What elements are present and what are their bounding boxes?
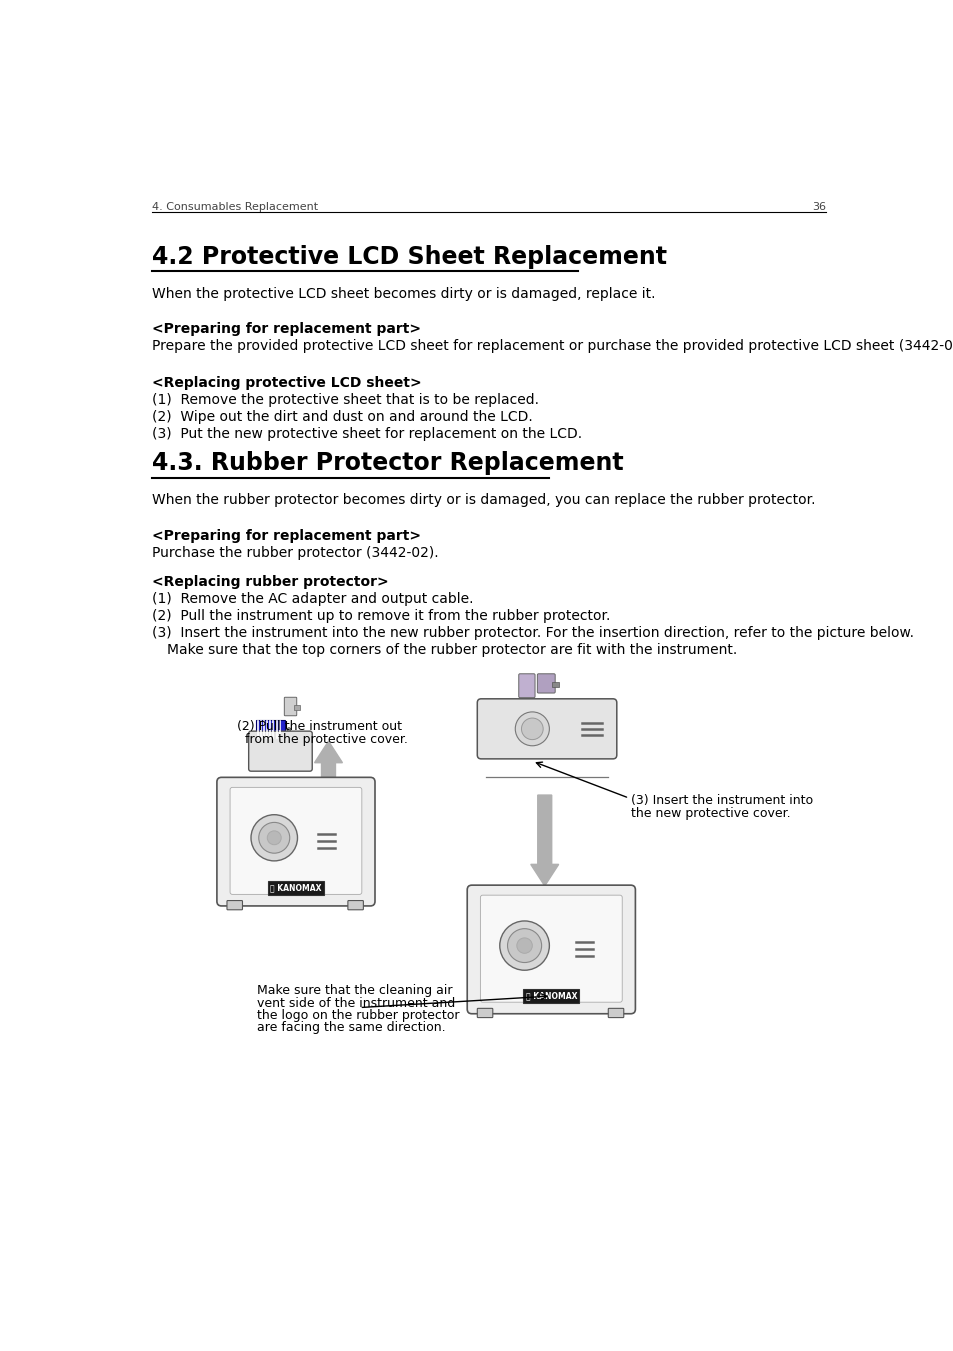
Circle shape	[507, 928, 541, 962]
Text: the logo on the rubber protector: the logo on the rubber protector	[257, 1009, 459, 1023]
FancyBboxPatch shape	[230, 788, 361, 894]
Bar	[255, 720, 285, 739]
FancyBboxPatch shape	[480, 896, 621, 1002]
Text: 4. Consumables Replacement: 4. Consumables Replacement	[152, 203, 317, 212]
Text: (2)  Pull the instrument up to remove it from the rubber protector.: (2) Pull the instrument up to remove it …	[152, 609, 610, 623]
Text: When the rubber protector becomes dirty or is damaged, you can replace the rubbe: When the rubber protector becomes dirty …	[152, 493, 815, 507]
Circle shape	[258, 823, 290, 854]
Text: 4.2 Protective LCD Sheet Replacement: 4.2 Protective LCD Sheet Replacement	[152, 246, 666, 269]
Circle shape	[287, 728, 291, 731]
FancyBboxPatch shape	[476, 698, 617, 759]
Text: are facing the same direction.: are facing the same direction.	[257, 1021, 445, 1035]
FancyBboxPatch shape	[284, 697, 296, 716]
Bar	[268, 881, 323, 896]
Text: When the protective LCD sheet becomes dirty or is damaged, replace it.: When the protective LCD sheet becomes di…	[152, 286, 655, 301]
FancyBboxPatch shape	[608, 1008, 623, 1017]
Text: ⧉ KANOMAX: ⧉ KANOMAX	[270, 884, 321, 893]
FancyBboxPatch shape	[348, 901, 363, 909]
Text: 4.3. Rubber Protector Replacement: 4.3. Rubber Protector Replacement	[152, 451, 622, 474]
FancyBboxPatch shape	[476, 1008, 493, 1017]
Text: <Replacing protective LCD sheet>: <Replacing protective LCD sheet>	[152, 376, 421, 390]
Text: Purchase the rubber protector (3442-02).: Purchase the rubber protector (3442-02).	[152, 546, 438, 559]
FancyArrow shape	[530, 794, 558, 886]
FancyBboxPatch shape	[216, 777, 375, 907]
Circle shape	[521, 719, 542, 739]
FancyBboxPatch shape	[537, 674, 555, 693]
Text: (3)  Put the new protective sheet for replacement on the LCD.: (3) Put the new protective sheet for rep…	[152, 427, 581, 440]
Text: <Preparing for replacement part>: <Preparing for replacement part>	[152, 528, 420, 543]
Circle shape	[251, 815, 297, 861]
Text: the new protective cover.: the new protective cover.	[630, 808, 789, 820]
Text: vent side of the instrument and: vent side of the instrument and	[257, 997, 455, 1009]
Text: (1)  Remove the protective sheet that is to be replaced.: (1) Remove the protective sheet that is …	[152, 393, 538, 407]
Text: <Replacing rubber protector>: <Replacing rubber protector>	[152, 574, 388, 589]
Bar	[523, 989, 578, 1002]
Text: Make sure that the cleaning air: Make sure that the cleaning air	[257, 985, 453, 997]
Text: <Preparing for replacement part>: <Preparing for replacement part>	[152, 323, 420, 336]
Circle shape	[267, 831, 281, 844]
Text: (1)  Remove the AC adapter and output cable.: (1) Remove the AC adapter and output cab…	[152, 592, 473, 605]
FancyArrow shape	[314, 742, 342, 840]
FancyBboxPatch shape	[249, 731, 312, 771]
Text: Prepare the provided protective LCD sheet for replacement or purchase the provid: Prepare the provided protective LCD shee…	[152, 339, 953, 353]
Bar	[294, 705, 299, 711]
Text: from the protective cover.: from the protective cover.	[245, 734, 407, 747]
Circle shape	[517, 938, 532, 954]
Text: (3)  Insert the instrument into the new rubber protector. For the insertion dire: (3) Insert the instrument into the new r…	[152, 626, 913, 639]
Circle shape	[515, 712, 549, 746]
Bar	[552, 682, 558, 688]
Text: ⧉ KANOMAX: ⧉ KANOMAX	[525, 992, 577, 1001]
FancyBboxPatch shape	[518, 674, 535, 697]
FancyBboxPatch shape	[227, 901, 242, 909]
Circle shape	[499, 921, 549, 970]
Text: Make sure that the top corners of the rubber protector are fit with the instrume: Make sure that the top corners of the ru…	[167, 643, 737, 657]
FancyBboxPatch shape	[467, 885, 635, 1013]
Text: (2) Pull the instrument out: (2) Pull the instrument out	[236, 720, 401, 732]
Text: (2)  Wipe out the dirt and dust on and around the LCD.: (2) Wipe out the dirt and dust on and ar…	[152, 411, 532, 424]
Text: 36: 36	[811, 203, 825, 212]
Text: (3) Insert the instrument into: (3) Insert the instrument into	[630, 793, 812, 807]
